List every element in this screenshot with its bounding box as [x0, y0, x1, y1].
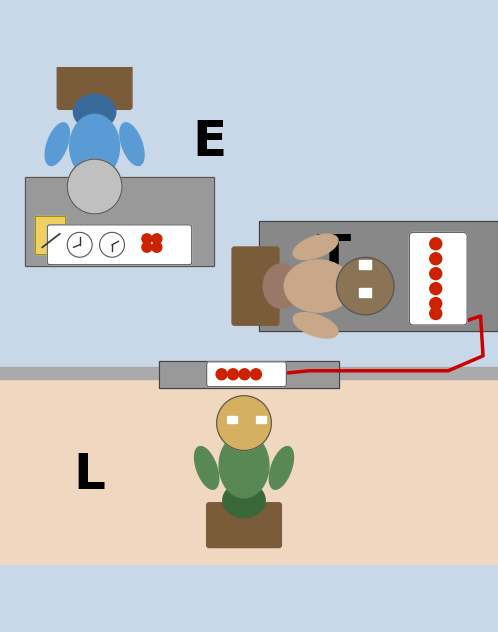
Circle shape	[430, 308, 442, 320]
Circle shape	[430, 268, 442, 279]
FancyBboxPatch shape	[207, 502, 281, 547]
Ellipse shape	[284, 260, 352, 312]
Circle shape	[67, 159, 122, 214]
Text: E: E	[192, 118, 226, 166]
Bar	[35, 216, 65, 254]
Bar	[159, 361, 339, 388]
Circle shape	[142, 242, 152, 252]
Bar	[259, 221, 498, 331]
Ellipse shape	[45, 123, 69, 166]
Bar	[0, 374, 498, 565]
Ellipse shape	[70, 114, 120, 179]
Bar	[159, 361, 339, 388]
Ellipse shape	[263, 264, 300, 308]
Bar	[25, 176, 214, 266]
Bar	[359, 260, 371, 269]
FancyBboxPatch shape	[57, 64, 132, 109]
Circle shape	[217, 396, 271, 451]
Bar	[25, 176, 214, 266]
Circle shape	[152, 234, 162, 244]
Ellipse shape	[269, 447, 293, 489]
Circle shape	[67, 233, 92, 257]
Text: T: T	[317, 232, 351, 280]
Ellipse shape	[195, 447, 219, 489]
Circle shape	[152, 242, 162, 252]
Ellipse shape	[223, 483, 265, 518]
Circle shape	[337, 257, 394, 315]
Circle shape	[100, 233, 124, 257]
Circle shape	[250, 369, 261, 380]
Circle shape	[430, 238, 442, 250]
FancyBboxPatch shape	[47, 225, 192, 265]
Ellipse shape	[219, 433, 269, 498]
Bar	[359, 288, 371, 297]
Circle shape	[430, 253, 442, 265]
Circle shape	[142, 234, 152, 244]
Bar	[0, 67, 498, 374]
Ellipse shape	[120, 123, 144, 166]
Bar	[259, 221, 498, 331]
FancyBboxPatch shape	[207, 362, 286, 387]
Circle shape	[228, 369, 239, 380]
Circle shape	[430, 298, 442, 310]
Circle shape	[239, 369, 250, 380]
Bar	[35, 216, 65, 254]
Ellipse shape	[74, 94, 116, 130]
Ellipse shape	[293, 313, 338, 338]
Circle shape	[216, 369, 227, 380]
Bar	[0, 367, 498, 379]
Circle shape	[430, 283, 442, 295]
Text: L: L	[74, 451, 106, 499]
Bar	[227, 416, 237, 423]
FancyBboxPatch shape	[232, 247, 279, 325]
Ellipse shape	[293, 234, 338, 260]
Bar	[256, 416, 266, 423]
FancyBboxPatch shape	[409, 233, 467, 325]
